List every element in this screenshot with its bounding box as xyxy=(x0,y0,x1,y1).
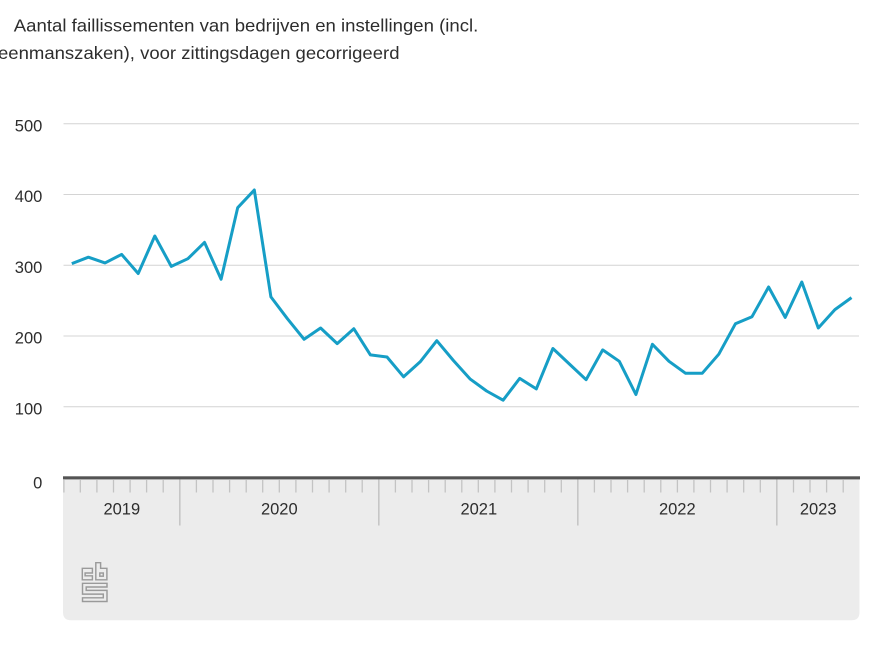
svg-text:100: 100 xyxy=(15,401,43,419)
svg-text:300: 300 xyxy=(15,259,43,277)
svg-text:2020: 2020 xyxy=(261,500,298,518)
svg-text:Aantal faillissementen van bed: Aantal faillissementen van bedrijven en … xyxy=(14,15,479,35)
svg-text:400: 400 xyxy=(15,188,43,206)
svg-text:2019: 2019 xyxy=(103,500,140,518)
svg-text:2021: 2021 xyxy=(460,500,497,518)
svg-text:500: 500 xyxy=(15,117,43,135)
svg-text:0: 0 xyxy=(33,474,42,492)
svg-text:eenmanszaken), voor zittingsda: eenmanszaken), voor zittingsdagen gecorr… xyxy=(0,43,400,63)
svg-text:2023: 2023 xyxy=(800,500,837,518)
svg-text:200: 200 xyxy=(15,330,43,348)
svg-text:2022: 2022 xyxy=(659,500,696,518)
